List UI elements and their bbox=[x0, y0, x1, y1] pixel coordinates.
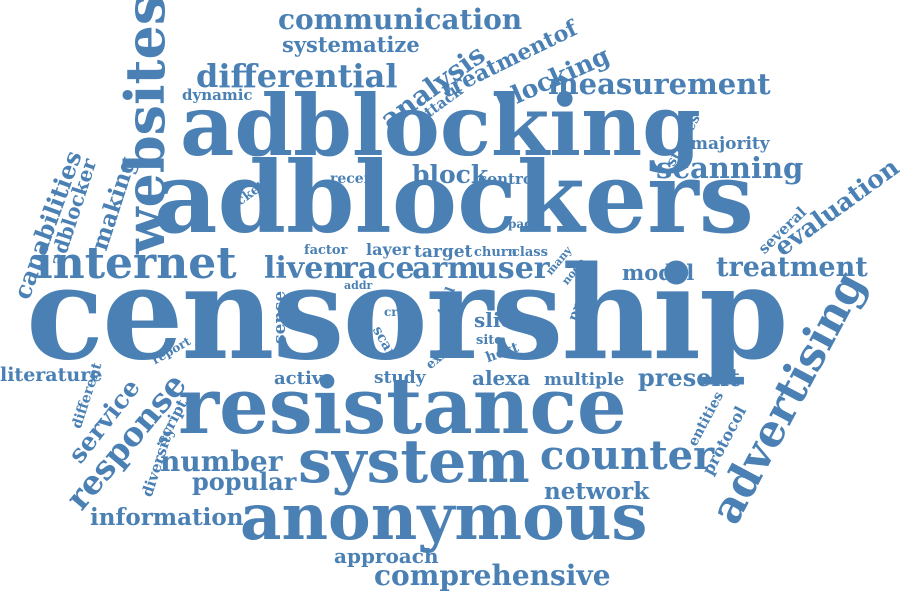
word-recent: recent bbox=[330, 171, 381, 187]
word-information: information bbox=[90, 504, 244, 531]
word-multiple: multiple bbox=[544, 370, 625, 390]
word-comprehensive: comprehensive bbox=[374, 559, 611, 592]
word-system: system bbox=[298, 427, 530, 497]
word-majority: majority bbox=[690, 134, 770, 154]
word-user: user bbox=[476, 251, 550, 286]
word-resistance: resistance bbox=[178, 361, 627, 452]
word-differential: differential bbox=[196, 57, 398, 95]
word-control: control bbox=[478, 170, 539, 188]
word-site: site bbox=[476, 333, 503, 348]
word-alexa: alexa bbox=[472, 366, 531, 390]
word-approach: approach bbox=[334, 544, 439, 568]
word-anonymous: anonymous bbox=[240, 480, 648, 555]
word-arm: arm bbox=[412, 251, 479, 286]
word-literature: literature bbox=[0, 364, 103, 386]
word-number: number bbox=[160, 445, 283, 478]
word-slice: slice bbox=[474, 308, 526, 332]
word-adblockers: adblockers bbox=[154, 141, 754, 256]
word-study: study bbox=[374, 368, 426, 388]
word-churn: churn bbox=[474, 245, 518, 260]
word-target: target bbox=[414, 242, 473, 262]
word-block: block bbox=[412, 160, 489, 189]
word-network: network bbox=[544, 478, 650, 505]
word-sense: sense bbox=[270, 290, 290, 344]
word-censorship: censorship bbox=[26, 239, 789, 389]
word-model: model bbox=[622, 260, 695, 285]
word-dynamic: dynamic bbox=[182, 86, 253, 104]
word-adblocking: adblocking bbox=[180, 76, 701, 175]
word-race: race bbox=[342, 251, 415, 286]
word-scanning: scanning bbox=[656, 151, 804, 185]
word-crs: crs bbox=[384, 305, 405, 319]
word-popular: popular bbox=[192, 467, 297, 496]
word-factor: factor bbox=[304, 243, 348, 258]
word-liven: liven bbox=[264, 251, 346, 286]
word-measurement: measurement bbox=[548, 67, 771, 101]
word-treatment: treatment bbox=[716, 252, 868, 283]
word-counter: counter bbox=[540, 432, 715, 479]
word-internet: internet bbox=[36, 238, 237, 289]
word-present: present bbox=[638, 363, 741, 392]
word-communication: communication bbox=[278, 3, 523, 36]
word-systematize: systematize bbox=[282, 32, 420, 57]
word-page: page bbox=[508, 217, 541, 231]
word-addr: addr bbox=[344, 279, 373, 292]
word-active: active bbox=[274, 368, 334, 389]
word-class: class bbox=[512, 245, 548, 260]
word-layer: layer bbox=[366, 240, 411, 259]
